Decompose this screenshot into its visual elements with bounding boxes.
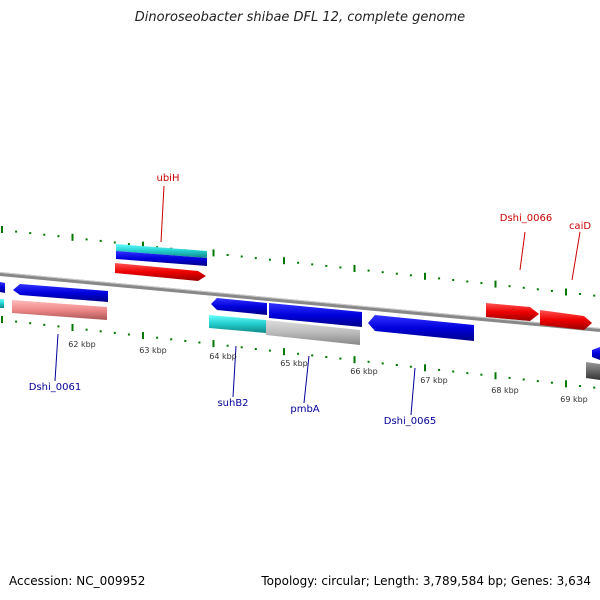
left-feature-track (0, 282, 108, 320)
genome-title: Dinoroseobacter shibae DFL 12, complete … (134, 10, 466, 25)
gene-arrow-caiD (540, 310, 592, 330)
gene-arrow-left-edge (0, 282, 5, 293)
gene-label-ubiH: ubiH (157, 173, 180, 184)
feature-bar-cyan-left (0, 299, 4, 308)
gene-arrow-Dshi_0061 (13, 284, 108, 302)
leader-Dshi_0061 (54, 333, 59, 382)
upper-feature-track (115, 244, 207, 281)
feature-bar-cyan-suhB2 (209, 315, 266, 333)
gene-arrow-pmbA (269, 303, 362, 327)
gene-arrow-suhB2 (211, 298, 267, 315)
genome-backbone (0, 272, 600, 332)
gene-label-Dshi_0066: Dshi_0066 (500, 213, 552, 224)
gene-arrow-right-edge (592, 347, 600, 360)
scale-label: 62 kbp (68, 340, 96, 349)
feature-bar-gray-pmbA (266, 320, 360, 345)
middle-feature-track (209, 298, 474, 345)
gene-label-Dshi_0065: Dshi_0065 (384, 416, 436, 427)
feature-bar-blue-upper (116, 251, 207, 266)
scale-label: 63 kbp (139, 346, 167, 355)
right-feature-track (486, 303, 600, 380)
accession-label: Accession: NC_009952 (9, 574, 146, 588)
scale-label: 64 kbp (209, 352, 237, 361)
label-leader-lines (54, 185, 581, 416)
scale-label: 68 kbp (491, 386, 519, 395)
leader-ubiH (160, 185, 165, 243)
leader-caiD (571, 231, 581, 281)
leader-Dshi_0066 (519, 231, 526, 271)
feature-bar-cyan-upper (116, 244, 207, 258)
gene-arrow-ubiH (115, 263, 206, 281)
gene-labels: ubiH Dshi_0066 caiD Dshi_0061 suhB2 pmbA… (29, 173, 592, 427)
scale-label: 69 kbp (560, 395, 588, 404)
genome-summary-label: Topology: circular; Length: 3,789,584 bp… (261, 574, 591, 588)
scale-labels: 62 kbp 63 kbp 64 kbp 65 kbp 66 kbp 67 kb… (68, 340, 588, 404)
leader-pmbA (303, 355, 310, 404)
gene-label-suhB2: suhB2 (217, 398, 248, 409)
scale-label: 67 kbp (420, 376, 448, 385)
gene-label-Dshi_0061: Dshi_0061 (29, 382, 81, 393)
gene-arrow-Dshi_0065 (368, 315, 474, 341)
gene-label-caiD: caiD (569, 221, 591, 232)
gene-arrow-Dshi_0066 (486, 303, 539, 321)
leader-suhB2 (232, 345, 237, 398)
gene-label-pmbA: pmbA (290, 404, 319, 415)
leader-Dshi_0065 (410, 367, 416, 416)
feature-bar-pink-Dshi_0061 (12, 300, 107, 320)
scale-label: 66 kbp (350, 367, 378, 376)
feature-bar-dark-right (586, 362, 600, 380)
scale-label: 65 kbp (280, 359, 308, 368)
